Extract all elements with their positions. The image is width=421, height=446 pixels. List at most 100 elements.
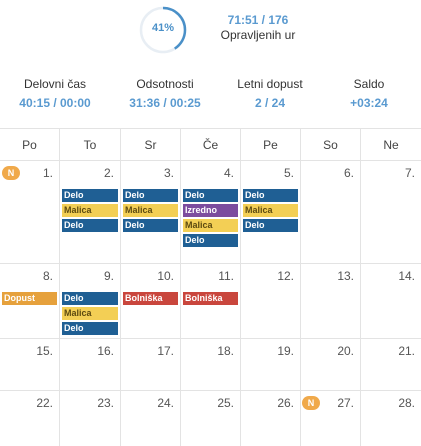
stat-value: +03:24 [350,96,388,110]
progress-percent: 41% [151,22,175,34]
calendar-day[interactable]: 18. [181,339,241,390]
calendar-day[interactable]: 14. [361,264,421,338]
calendar-day[interactable]: 8. Dopust [0,264,60,338]
calendar-day[interactable]: 13. [301,264,361,338]
calendar-day[interactable]: 28. [361,391,421,446]
event-malica[interactable]: Malica [62,204,118,217]
day-number: 8. [42,269,53,283]
calendar-day[interactable]: 4. Delo Izredno Malica Delo [181,161,241,263]
stat-label: Odsotnosti [136,77,194,91]
hours-label: Opravljenih ur [220,28,296,42]
weekday-header: Po To Sr Če Pe So Ne [0,129,421,161]
event-delo[interactable]: Delo [183,234,238,247]
event-malica[interactable]: Malica [62,307,118,320]
event-dopust[interactable]: Dopust [2,292,57,305]
hours-value: 71:51 / 176 [227,13,289,27]
day-number: 26. [277,396,294,410]
event-delo[interactable]: Delo [243,219,298,232]
calendar-day[interactable]: 25. [181,391,241,446]
day-number: 6. [343,166,354,180]
day-number: 14. [398,269,415,283]
event-malica[interactable]: Malica [123,204,178,217]
event-bolniska[interactable]: Bolniška [123,292,178,305]
event-delo[interactable]: Delo [62,219,118,232]
day-number: 16. [97,344,114,358]
event-delo[interactable]: Delo [62,189,118,202]
weekday-label: Po [0,129,60,161]
event-delo[interactable]: Delo [123,219,178,232]
weekday-label: Sr [121,129,181,161]
calendar-day[interactable]: 24. [121,391,181,446]
day-number: 5. [283,166,294,180]
calendar-day[interactable]: 3. Delo Malica Delo [121,161,181,263]
holiday-badge: N [302,396,320,410]
stat-odsotnosti: Odsotnosti 31:36 / 00:25 [110,76,220,111]
holiday-badge: N [2,166,20,180]
day-number: 9. [103,269,114,283]
event-malica[interactable]: Malica [243,204,298,217]
event-izredno[interactable]: Izredno [183,204,238,217]
calendar-day[interactable]: 27. N [301,391,361,446]
stat-saldo: Saldo +03:24 [326,76,412,111]
stat-value: 31:36 / 00:25 [129,96,201,110]
day-number: 24. [157,396,174,410]
day-number: 7. [404,166,415,180]
calendar-day[interactable]: 17. [121,339,181,390]
day-number: 27. [337,396,354,410]
calendar-day[interactable]: 7. [361,161,421,263]
day-number: 4. [223,166,234,180]
day-number: 12. [277,269,294,283]
calendar-day[interactable]: 26. [241,391,301,446]
calendar-day[interactable]: 12. [241,264,301,338]
event-delo[interactable]: Delo [183,189,238,202]
calendar-day[interactable]: 22. [0,391,60,446]
progress-ring: 41% [138,4,188,56]
week-row: 1. N 2. Delo Malica Delo 3. Delo Malica Delo 4. Del… [0,161,421,264]
weekday-label: Ne [383,138,399,152]
stat-label: Saldo [353,77,385,91]
day-number: 13. [337,269,354,283]
calendar-day[interactable]: 9. Delo Malica Delo [60,264,121,338]
event-bolniska[interactable]: Bolniška [183,292,238,305]
day-number: 10. [157,269,174,283]
event-delo[interactable]: Delo [123,189,178,202]
week-row: 22. 23. 24. 25. 26. 27. N 28. [0,391,421,446]
day-number: 2. [103,166,114,180]
calendar-day[interactable]: 21. [361,339,421,390]
day-number: 3. [163,166,174,180]
day-number: 21. [398,344,415,358]
calendar-day[interactable]: 6. [301,161,361,263]
calendar-day[interactable]: 15. [0,339,60,390]
stat-delovni-cas: Delovni čas 40:15 / 00:00 [6,76,104,111]
progress-arc [139,6,187,54]
day-number: 22. [36,396,53,410]
event-malica[interactable]: Malica [183,219,238,232]
event-delo[interactable]: Delo [62,292,118,305]
stats-row: Delovni čas 40:15 / 00:00 Odsotnosti 31:… [0,76,421,116]
event-delo[interactable]: Delo [62,322,118,335]
stat-letni-dopust: Letni dopust 2 / 24 [224,76,316,111]
day-number: 28. [398,396,415,410]
day-number: 23. [97,396,114,410]
calendar-day[interactable]: 20. [301,339,361,390]
calendar-day[interactable]: 1. N [0,161,60,263]
calendar-day[interactable]: 10. Bolniška [121,264,181,338]
calendar-day[interactable]: 19. [241,339,301,390]
day-number: 11. [218,269,234,283]
calendar-day[interactable]: 11. Bolniška [181,264,241,338]
calendar-day[interactable]: 23. [60,391,121,446]
event-delo[interactable]: Delo [243,189,298,202]
day-number: 1. [42,166,53,180]
stat-label: Letni dopust [237,77,303,91]
weekday-label: Če [181,129,241,161]
week-row: 8. Dopust 9. Delo Malica Delo 10. Bolniška 11. Bo… [0,264,421,339]
month-calendar: Po To Sr Če Pe So Ne 1. N 2. Delo Malica Delo 3. Delo… [0,128,421,446]
calendar-day[interactable]: 5. Delo Malica Delo [241,161,301,263]
weekday-label: To [60,129,121,161]
calendar-day[interactable]: 2. Delo Malica Delo [60,161,121,263]
progress-ring-graphic [139,6,187,54]
calendar-day[interactable]: 16. [60,339,121,390]
stat-label: Delovni čas [23,77,87,91]
stat-value: 2 / 24 [254,96,286,110]
day-number: 18. [217,344,234,358]
